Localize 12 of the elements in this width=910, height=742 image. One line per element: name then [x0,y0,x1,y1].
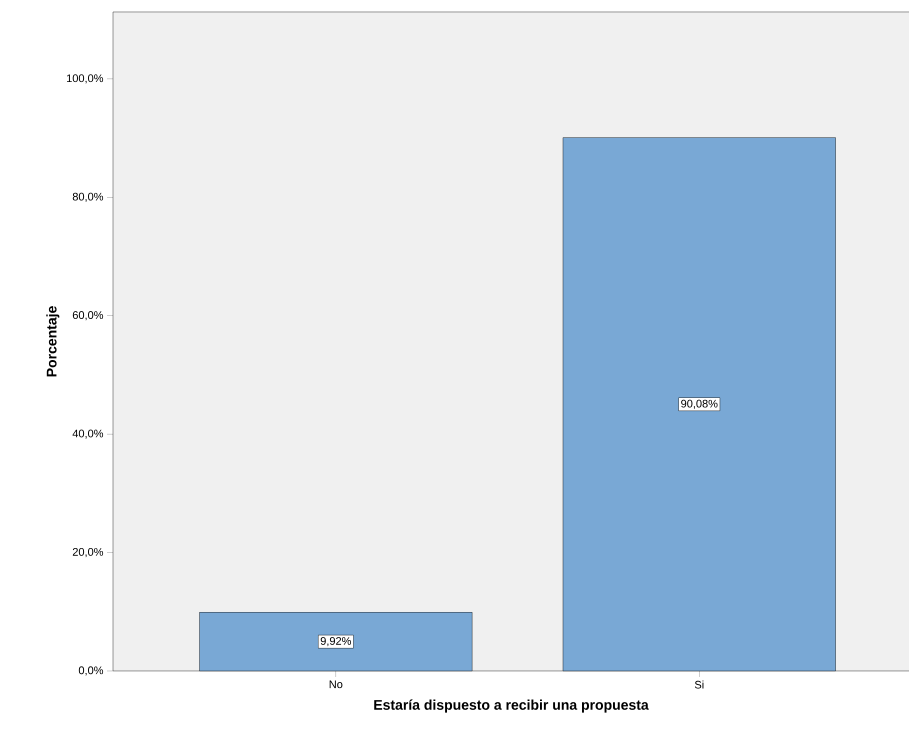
y-axis-title: Porcentaje [46,306,60,376]
y-tick-label: 20,0% [72,548,104,558]
y-tick-label: 100,0% [67,74,104,84]
y-tick-label: 80,0% [72,192,104,202]
data-label: 9,92% [320,637,352,646]
y-tick-label: 40,0% [72,430,104,439]
x-tick-label: No [330,680,342,688]
x-tick-label: Si [694,680,704,689]
y-tick-label: 0,0% [78,666,104,676]
y-tick-label: 60,0% [72,311,104,320]
x-axis-title: Estaría dispuesto a recibir una propuesta [374,699,649,713]
data-label: 90,08% [681,400,718,409]
